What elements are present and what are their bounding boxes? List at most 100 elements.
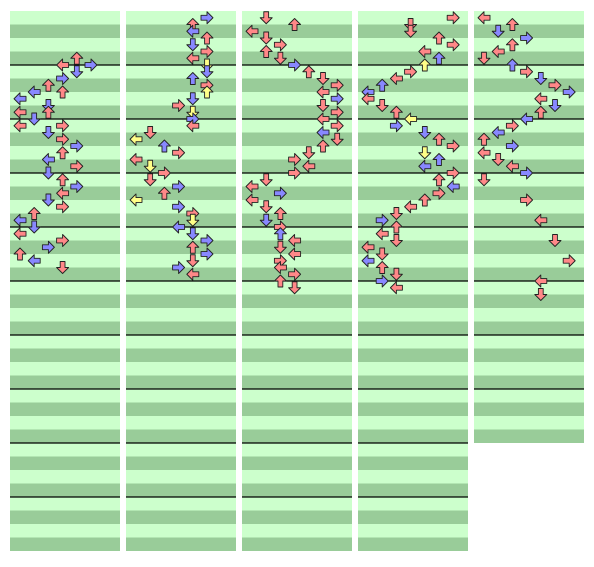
arrow-left-icon	[534, 92, 548, 106]
beat-row	[10, 92, 120, 106]
arrow-up-icon	[432, 153, 446, 166]
beat-row	[10, 335, 120, 349]
beat-row	[126, 402, 236, 417]
beat-row	[10, 524, 120, 538]
beat-row	[242, 510, 352, 525]
beat-row	[126, 348, 236, 363]
arrow-right-icon	[70, 180, 84, 193]
beat-row	[10, 402, 120, 417]
beat-row	[358, 497, 468, 511]
beat-row	[10, 429, 120, 444]
arrow-down-icon	[200, 65, 214, 79]
arrow-up-icon	[505, 38, 519, 52]
beat-row	[10, 456, 120, 471]
arrow-left-icon	[245, 180, 259, 193]
arrow-up-icon	[432, 132, 446, 146]
beat-row	[474, 173, 584, 187]
beat-row	[358, 348, 468, 363]
arrow-right-icon	[273, 186, 287, 200]
arrow-down-icon	[70, 65, 84, 79]
arrow-right-icon	[288, 153, 302, 166]
arrow-right-icon	[520, 193, 534, 207]
arrow-right-icon	[56, 72, 70, 85]
arrow-down-icon	[41, 99, 55, 112]
arrow-right-icon	[389, 119, 403, 133]
beat-row	[242, 348, 352, 363]
beat-row	[10, 375, 120, 390]
arrow-left-icon	[27, 254, 41, 268]
arrow-left-icon	[534, 274, 548, 288]
arrow-down-icon	[316, 72, 330, 85]
arrow-right-icon	[56, 132, 70, 146]
arrow-up-icon	[200, 31, 214, 45]
arrow-right-icon	[520, 31, 534, 45]
arrow-left-icon	[245, 24, 259, 38]
arrow-right-icon	[330, 78, 344, 92]
beat-row	[474, 402, 584, 417]
arrow-up-icon	[56, 146, 70, 160]
arrow-down-icon	[491, 24, 505, 38]
beat-row	[474, 213, 584, 228]
arrow-down-icon	[548, 99, 562, 112]
beat-row	[358, 227, 468, 241]
arrow-right-icon	[157, 166, 171, 180]
arrow-left-icon	[186, 119, 200, 133]
beat-row	[10, 416, 120, 430]
beat-row	[126, 159, 236, 174]
beat-row	[242, 402, 352, 417]
arrow-left-icon	[389, 281, 403, 295]
beat-row	[358, 281, 468, 295]
arrow-right-icon	[172, 200, 186, 214]
beat-row	[474, 119, 584, 133]
arrow-down-icon	[288, 281, 302, 295]
arrow-left-icon	[27, 85, 41, 99]
arrow-right-icon	[520, 166, 534, 180]
arrow-up-icon	[259, 45, 273, 58]
beat-row	[242, 159, 352, 174]
beat-row	[242, 240, 352, 255]
beat-row	[126, 524, 236, 538]
arrow-down-icon	[389, 267, 403, 281]
arrow-right-icon	[172, 180, 186, 193]
beat-row	[242, 200, 352, 214]
beat-row	[242, 119, 352, 133]
beat-row	[474, 281, 584, 295]
arrow-right-icon	[172, 99, 186, 112]
beat-row	[474, 389, 584, 403]
arrow-down-icon	[418, 126, 432, 139]
beat-row	[10, 159, 120, 174]
beat-row	[474, 308, 584, 322]
arrow-right-icon	[172, 146, 186, 160]
arrow-right-icon	[56, 119, 70, 133]
arrow-left-icon	[477, 146, 491, 160]
arrow-down-icon	[186, 92, 200, 106]
arrow-up-icon	[273, 207, 287, 220]
arrow-up-icon	[418, 193, 432, 207]
arrow-right-icon	[404, 65, 418, 79]
column-2	[126, 11, 236, 551]
arrow-left-icon	[404, 200, 418, 214]
arrow-up-icon	[27, 207, 41, 220]
arrow-down-icon	[273, 240, 287, 254]
beat-row	[358, 483, 468, 498]
arrow-down-icon	[186, 105, 200, 119]
beat-row	[474, 159, 584, 174]
arrow-left-icon	[446, 180, 460, 193]
beat-row	[10, 483, 120, 498]
arrow-left-icon	[375, 227, 389, 241]
beat-row	[10, 24, 120, 39]
arrow-left-icon	[418, 159, 432, 173]
beat-row	[358, 308, 468, 322]
beat-row	[358, 78, 468, 93]
beat-row	[126, 240, 236, 255]
arrow-left-icon	[13, 92, 27, 106]
arrow-down-icon	[56, 261, 70, 274]
beat-row	[474, 429, 584, 443]
beat-row	[10, 348, 120, 363]
beat-row	[242, 213, 352, 228]
beat-row	[358, 389, 468, 403]
arrow-up-icon	[186, 240, 200, 254]
beat-row	[242, 254, 352, 268]
arrow-down-icon	[477, 173, 491, 187]
arrow-down-icon	[375, 247, 389, 261]
